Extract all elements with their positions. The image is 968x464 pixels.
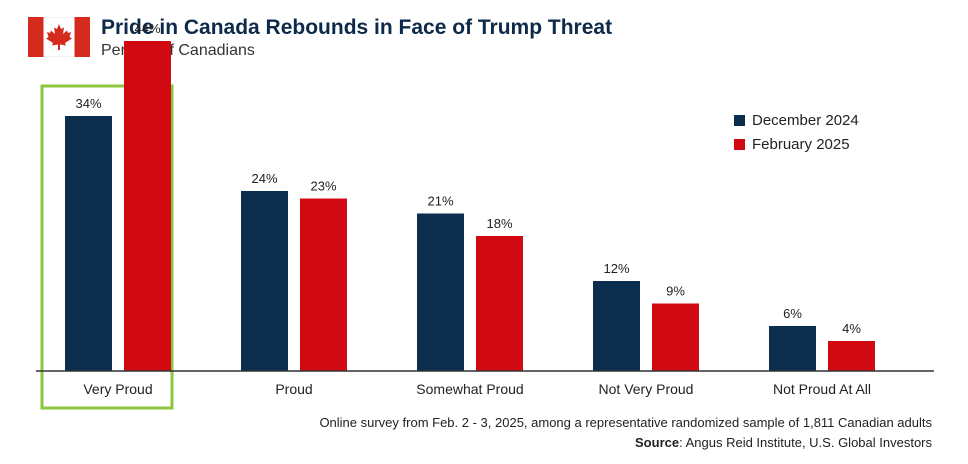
legend-item-february-2025: February 2025 <box>734 132 859 156</box>
source-label: Source <box>635 435 680 450</box>
legend-swatch-december-2024 <box>734 114 745 126</box>
data-label-not-proud-at-all-february-2025: 4% <box>842 321 861 336</box>
data-label-somewhat-proud-december-2024: 21% <box>427 194 453 209</box>
legend-swatch-february-2025 <box>734 138 745 150</box>
bar-not-very-proud-december-2024 <box>593 281 640 371</box>
bar-somewhat-proud-february-2025 <box>476 236 523 371</box>
bar-not-very-proud-february-2025 <box>652 303 699 371</box>
source-note: Source: Angus Reid Institute, U.S. Globa… <box>319 433 932 453</box>
source-text: : Angus Reid Institute, U.S. Global Inve… <box>679 435 932 450</box>
bar-not-proud-at-all-february-2025 <box>828 341 875 371</box>
category-label-proud: Proud <box>275 381 312 397</box>
chart-title: Pride in Canada Rebounds in Face of Trum… <box>101 16 613 39</box>
data-label-very-proud-february-2025: 44% <box>134 21 160 36</box>
bar-very-proud-december-2024 <box>65 116 112 371</box>
category-label-not-very-proud: Not Very Proud <box>599 381 694 397</box>
data-label-proud-december-2024: 24% <box>251 171 277 186</box>
legend-label-december-2024: December 2024 <box>752 111 859 129</box>
canada-flag-icon <box>28 17 90 57</box>
bar-somewhat-proud-december-2024 <box>417 213 464 371</box>
highlight-box <box>40 84 174 410</box>
bar-not-proud-at-all-december-2024 <box>769 326 816 371</box>
footnote: Online survey from Feb. 2 - 3, 2025, amo… <box>319 413 932 453</box>
legend-label-february-2025: February 2025 <box>752 135 850 153</box>
data-label-not-proud-at-all-december-2024: 6% <box>783 306 802 321</box>
category-label-very-proud: Very Proud <box>83 381 152 397</box>
bar-very-proud-february-2025 <box>124 41 171 371</box>
data-label-somewhat-proud-february-2025: 18% <box>486 216 512 231</box>
category-label-not-proud-at-all: Not Proud At All <box>773 381 871 397</box>
legend: December 2024 February 2025 <box>734 108 859 156</box>
data-label-not-very-proud-february-2025: 9% <box>666 284 685 299</box>
data-label-very-proud-december-2024: 34% <box>75 96 101 111</box>
survey-note: Online survey from Feb. 2 - 3, 2025, amo… <box>319 415 932 430</box>
legend-item-december-2024: December 2024 <box>734 108 859 132</box>
category-label-somewhat-proud: Somewhat Proud <box>416 381 523 397</box>
bar-proud-february-2025 <box>300 198 347 371</box>
bar-proud-december-2024 <box>241 191 288 371</box>
data-label-proud-february-2025: 23% <box>310 179 336 194</box>
data-label-not-very-proud-december-2024: 12% <box>603 261 629 276</box>
